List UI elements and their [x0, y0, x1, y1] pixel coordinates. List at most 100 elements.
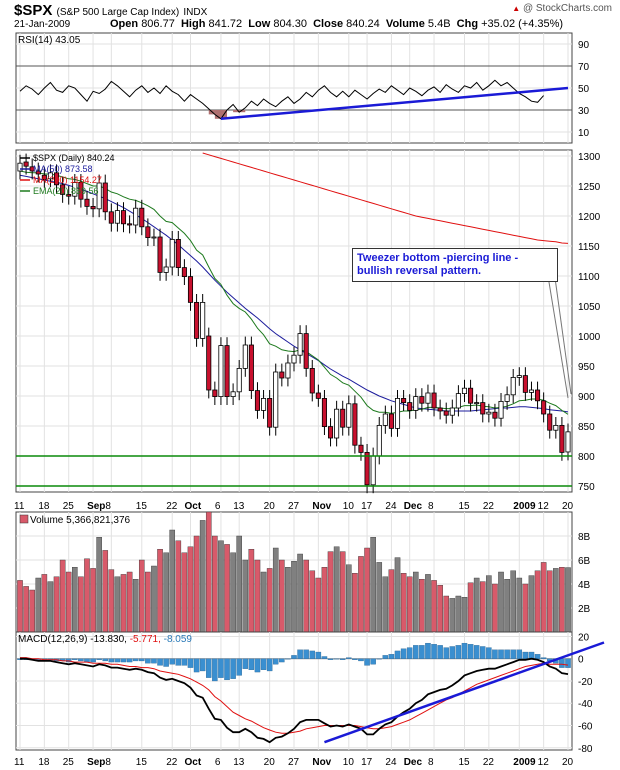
macd-histogram-bar — [272, 658, 279, 665]
volume-bar — [126, 571, 133, 633]
volume-bar — [102, 550, 109, 633]
volume-bar — [151, 565, 157, 633]
macd-x-tick-label: 13 — [233, 757, 245, 768]
candle-body — [248, 344, 254, 391]
volume-bar — [510, 570, 516, 633]
volume-bar — [230, 552, 236, 633]
volume-bar — [528, 575, 535, 633]
macd-x-tick-label: 15 — [136, 757, 148, 768]
volume-bar — [260, 571, 267, 633]
price-x-tick-label: 15 — [458, 501, 470, 512]
volume-tick-label: 6B — [578, 556, 591, 567]
macd-histogram-bar — [394, 650, 401, 659]
macd-histogram-bar — [400, 648, 407, 659]
macd-histogram-bar — [187, 658, 194, 668]
macd-histogram-bar — [327, 658, 334, 660]
volume-bar — [114, 576, 121, 633]
candle-body — [151, 236, 157, 239]
high-label: High — [180, 18, 206, 30]
candle-body — [29, 166, 35, 172]
candle-body — [431, 392, 437, 409]
volume-bar — [187, 546, 194, 633]
legend-label: EMA(20) 869.56 — [33, 186, 99, 196]
candle-body — [522, 375, 528, 393]
macd-histogram-bar — [132, 658, 139, 662]
macd-histogram-bar — [145, 658, 151, 664]
volume-bar — [205, 511, 212, 633]
volume-bar — [212, 535, 218, 633]
candle-body — [102, 182, 108, 213]
macd-tick-label: 0 — [578, 655, 584, 666]
macd-histogram-bar — [510, 649, 516, 659]
volume-bar — [47, 581, 54, 633]
price-tick-label: 1050 — [578, 302, 601, 313]
volume-bar — [559, 567, 565, 633]
macd-histogram-bar — [419, 645, 425, 659]
candle-body — [273, 371, 279, 428]
volume-bar — [23, 586, 29, 633]
price-x-tick-label: Sep — [87, 501, 105, 512]
macd-tick-label: -80 — [578, 744, 593, 755]
volume-bar — [479, 581, 486, 633]
price-x-tick-label: Dec — [404, 501, 423, 512]
macd-histogram-bar — [406, 647, 413, 659]
macd-signal-line — [20, 657, 569, 734]
macd-histogram-bar — [559, 658, 565, 668]
volume-bar — [96, 537, 102, 633]
volume-bar — [431, 580, 437, 633]
volume-bar — [486, 575, 492, 633]
candle-body — [72, 181, 78, 197]
macd-histogram-bar — [175, 658, 182, 666]
macd-histogram-bar — [333, 658, 340, 660]
macd-histogram-bar — [291, 655, 297, 659]
macd-histogram-bar — [78, 658, 84, 662]
volume-bar — [145, 571, 151, 633]
macd-trendline — [324, 641, 605, 744]
candle-body — [236, 367, 242, 393]
brand-link[interactable]: ▲ @ StockCharts.com — [512, 3, 612, 14]
macd-x-tick-label: Nov — [312, 757, 331, 768]
candle-body — [242, 344, 248, 369]
candle-body — [145, 226, 151, 239]
candle-body — [401, 397, 407, 403]
volume-bar — [248, 549, 255, 633]
rsi-tick-label: 90 — [578, 40, 590, 51]
candle-body — [47, 172, 53, 180]
volume-bar — [285, 567, 291, 633]
candle-body — [468, 387, 474, 404]
macd-histogram-bar — [413, 645, 419, 659]
legend-label: $SPX (Daily) 840.24 — [33, 153, 115, 163]
macd-x-tick-label: Dec — [404, 757, 423, 768]
volume-label: Volume — [385, 18, 425, 30]
volume-bar — [108, 569, 115, 633]
macd-histogram-bar — [455, 645, 462, 659]
pattern-annotation: Tweezer bottom -piercing line - bullish … — [352, 248, 558, 282]
volume-bar — [406, 576, 413, 633]
candle-body — [382, 413, 388, 426]
price-x-tick-label: 2009 — [513, 501, 536, 512]
macd-histogram-bar — [218, 658, 224, 678]
macd-histogram-bar — [224, 658, 230, 681]
price-x-tick-label: 22 — [483, 501, 495, 512]
volume-bar — [437, 585, 443, 633]
quote-date: 21-Jan-2009 — [14, 19, 71, 30]
candle-body — [114, 210, 120, 224]
volume-bar — [266, 568, 273, 633]
price-x-tick-label: 8 — [428, 501, 434, 512]
macd-histogram-bar — [376, 658, 382, 660]
close-label: Close — [313, 18, 344, 30]
macd-histogram-bar — [534, 654, 541, 659]
macd-histogram-bar — [279, 658, 285, 663]
candle-body — [84, 198, 90, 207]
macd-tick-label: -40 — [578, 699, 593, 710]
open-label: Open — [110, 18, 139, 30]
price-tick-label: 800 — [578, 452, 595, 463]
rsi-tick-label: 50 — [578, 84, 590, 95]
macd-histogram-bar — [242, 658, 249, 669]
close-value: 840.24 — [346, 18, 380, 30]
candle-body — [96, 182, 102, 210]
macd-histogram-bar — [346, 657, 352, 659]
candle-body — [90, 205, 96, 210]
price-x-tick-label: Nov — [312, 501, 331, 512]
rsi-series-line — [19, 79, 544, 120]
